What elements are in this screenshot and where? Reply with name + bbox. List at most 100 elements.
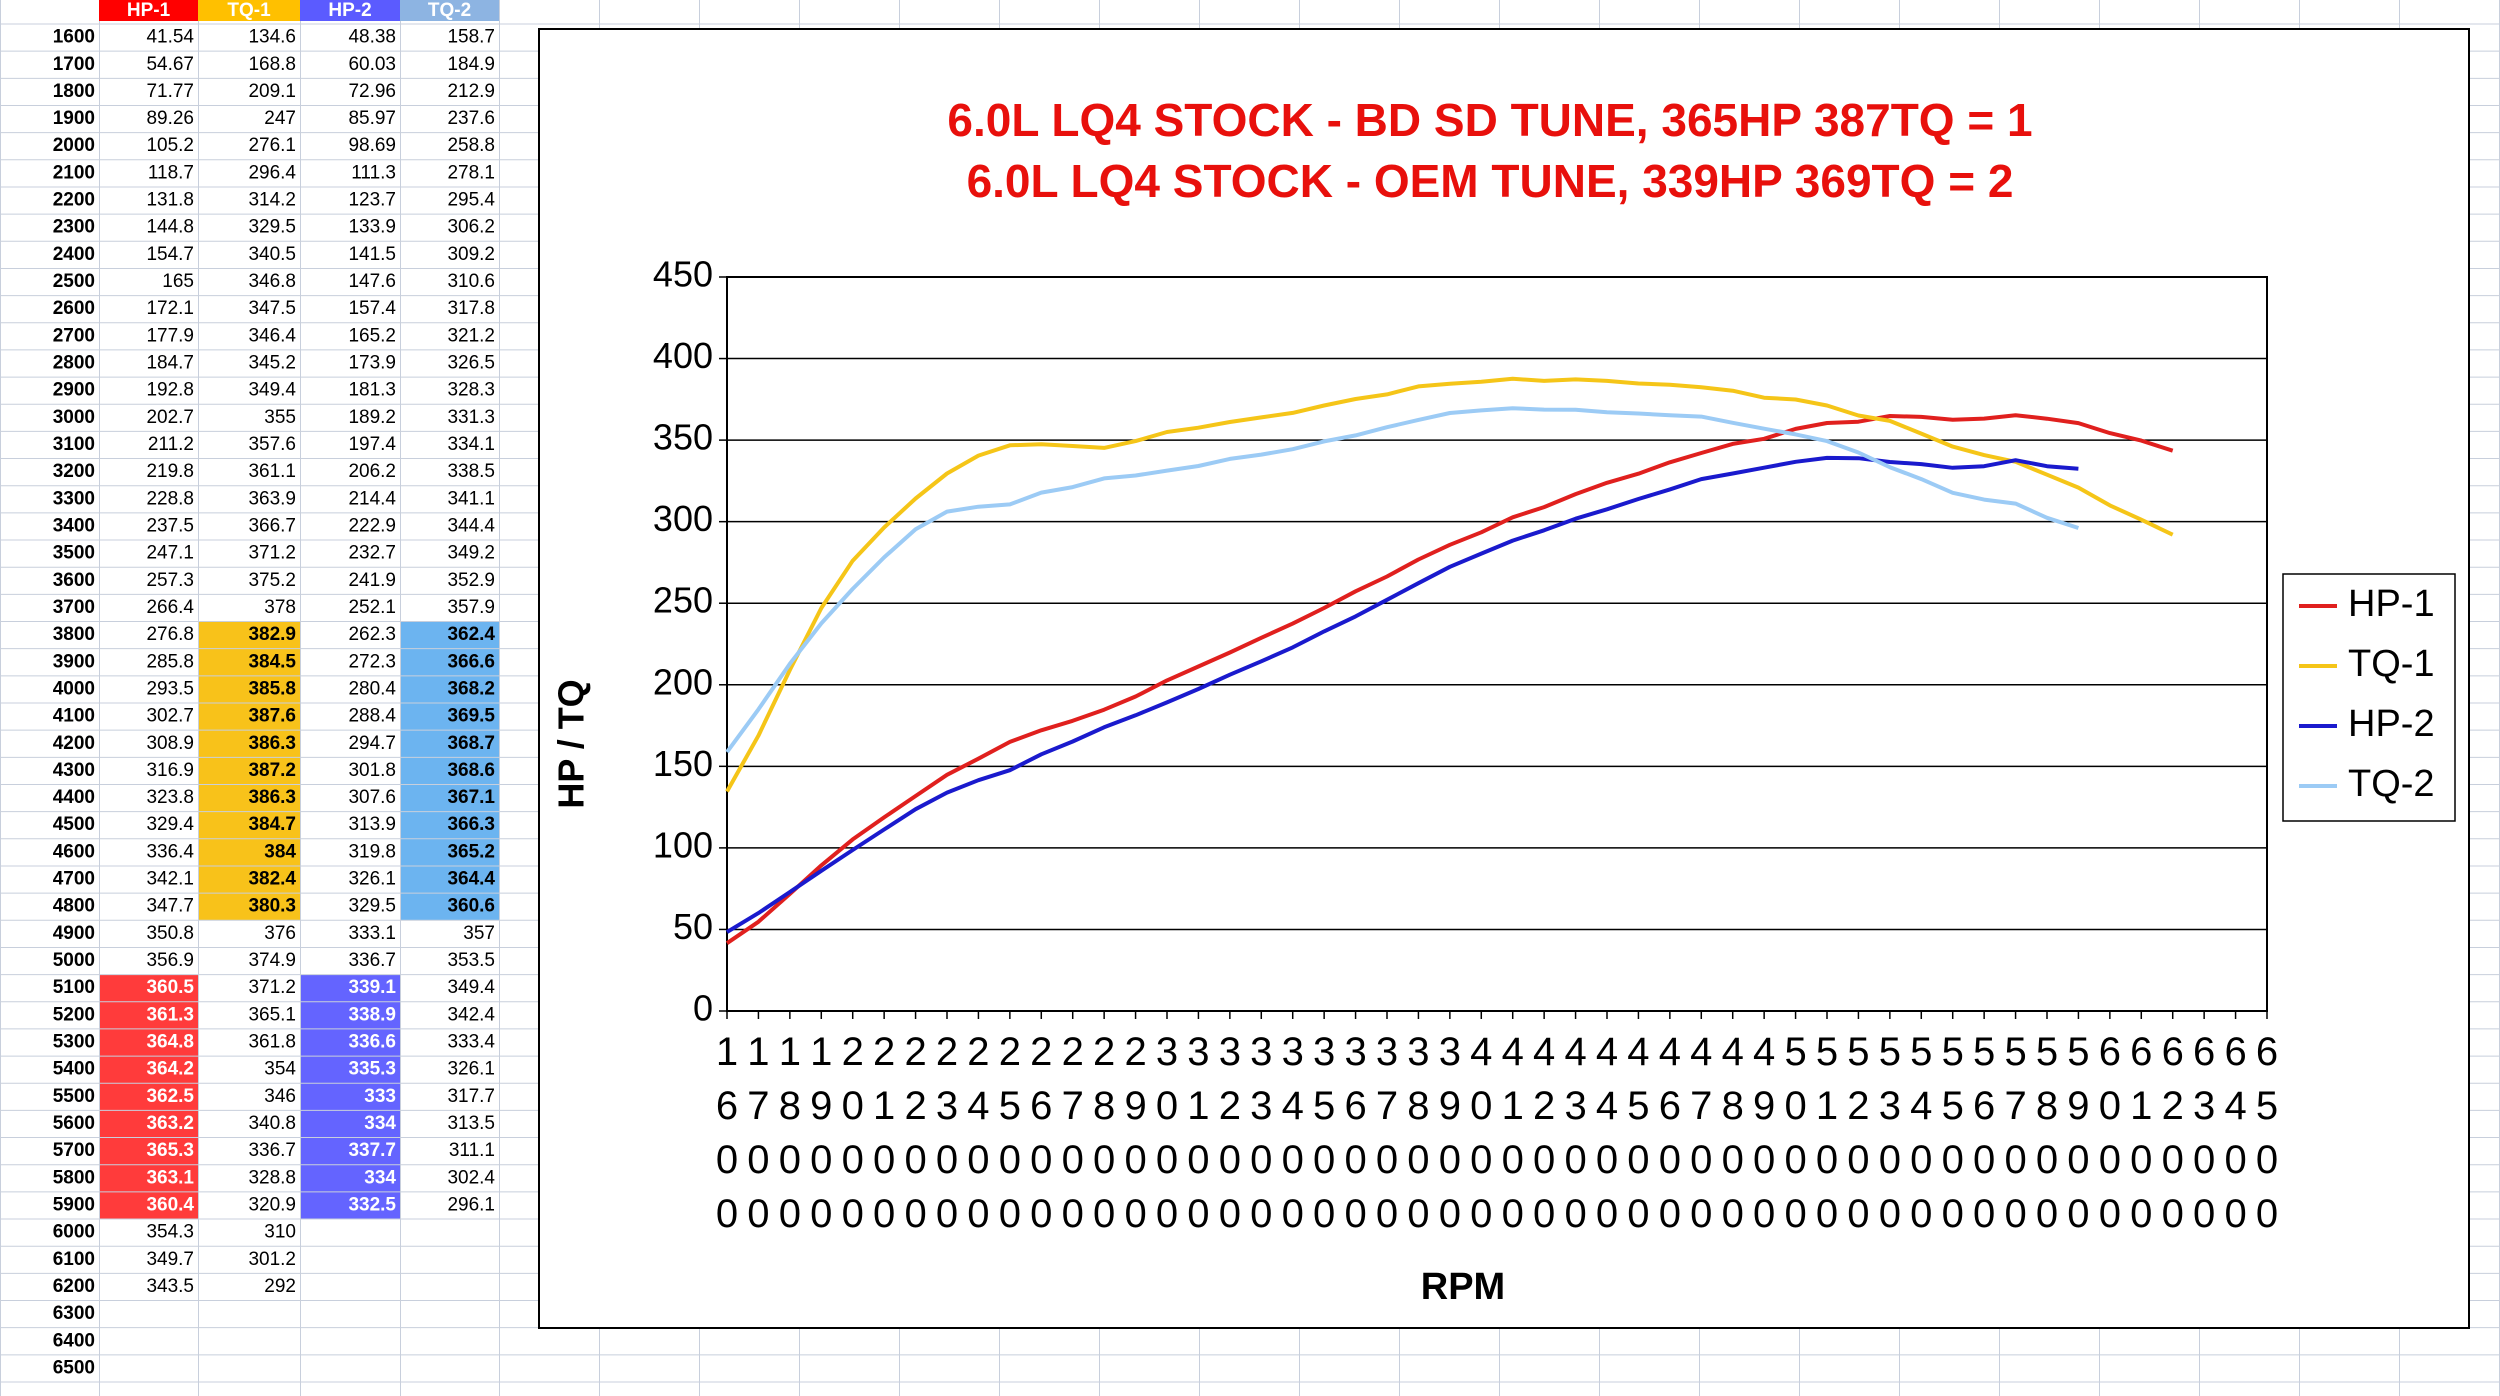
x-tick-label: 3200 — [1208, 1030, 1252, 1246]
cell: 147.6 — [348, 271, 396, 292]
cell: 278.1 — [447, 162, 495, 183]
x-tick-label: 4600 — [1648, 1030, 1692, 1246]
cell: 293.5 — [146, 678, 194, 699]
cell: 364.2 — [146, 1059, 194, 1080]
cell: 323.8 — [146, 787, 194, 808]
cell: 211.2 — [148, 434, 194, 455]
cell: 309.2 — [447, 244, 495, 265]
cell: 296.1 — [447, 1194, 495, 1215]
series-line — [725, 455, 2079, 934]
y-axis-label: HP / TQ — [551, 679, 592, 808]
x-tick-label: 2500 — [988, 1030, 1032, 1246]
y-tick-label: 200 — [653, 661, 713, 702]
cell: 306.2 — [447, 217, 495, 238]
cell: 173.9 — [348, 353, 396, 374]
cell: 340.8 — [248, 1113, 296, 1134]
cell: 105.2 — [146, 135, 194, 156]
y-tick-label: 150 — [653, 743, 713, 784]
row-number: 3100 — [53, 434, 95, 455]
chart-title: 6.0L LQ4 STOCK - BD SD TUNE, 365HP 387TQ… — [947, 94, 2032, 146]
cell: 368.6 — [447, 760, 495, 781]
x-tick-label: 6200 — [2151, 1030, 2195, 1246]
cell: 329.5 — [248, 217, 296, 238]
cell: 85.97 — [348, 108, 396, 129]
cell: 352.9 — [447, 570, 495, 591]
x-tick-label: 5800 — [2025, 1030, 2069, 1246]
cell: 212.9 — [447, 81, 495, 102]
y-tick-label: 50 — [673, 906, 713, 947]
cell-highlight — [198, 621, 300, 921]
legend-label: TQ-2 — [2348, 763, 2435, 805]
cell: 222.9 — [348, 515, 396, 536]
cell: 386.3 — [248, 787, 296, 808]
cell: 346 — [264, 1086, 296, 1107]
row-number: 4200 — [53, 733, 95, 754]
chart: 6.0L LQ4 STOCK - BD SD TUNE, 365HP 387TQ… — [551, 94, 2456, 1308]
cell: 360.5 — [146, 977, 194, 998]
cell: 329.4 — [146, 814, 194, 835]
cell: 333.4 — [447, 1032, 495, 1053]
cell: 349.7 — [146, 1249, 194, 1270]
cell: 72.96 — [348, 81, 396, 102]
row-number: 4300 — [53, 760, 95, 781]
cell: 317.7 — [447, 1086, 495, 1107]
cell: 367.1 — [447, 787, 495, 808]
row-number: 2200 — [53, 190, 95, 211]
row-number: 3600 — [53, 570, 95, 591]
x-tick-label: 3600 — [1334, 1030, 1378, 1246]
legend-label: TQ-1 — [2348, 643, 2435, 685]
x-tick-label: 2700 — [1051, 1030, 1095, 1246]
column-header: HP-1 — [127, 0, 171, 21]
cell: 308.9 — [146, 733, 194, 754]
cell: 363.2 — [146, 1113, 194, 1134]
cell: 349.4 — [447, 977, 495, 998]
cell: 184.7 — [146, 353, 194, 374]
cell: 362.5 — [146, 1086, 194, 1107]
row-number: 5900 — [53, 1194, 95, 1215]
row-number: 3300 — [53, 488, 95, 509]
x-tick-label: 3100 — [1176, 1030, 1220, 1246]
row-number: 2900 — [53, 380, 95, 401]
cell: 336.7 — [348, 950, 396, 971]
row-number: 6100 — [53, 1249, 95, 1270]
cell: 354.3 — [146, 1222, 194, 1243]
column-header: TQ-1 — [227, 0, 271, 21]
cell: 349.4 — [248, 380, 296, 401]
x-tick-label: 6000 — [2088, 1030, 2132, 1246]
cell: 118.7 — [148, 162, 194, 183]
row-number: 1700 — [53, 54, 95, 75]
cell: 382.9 — [248, 624, 296, 645]
legend-label: HP-1 — [2348, 583, 2435, 625]
cell: 384 — [264, 841, 296, 862]
x-tick-label: 2400 — [956, 1030, 1000, 1246]
cell: 357.9 — [447, 597, 495, 618]
cell: 357 — [463, 923, 495, 944]
x-tick-label: 6100 — [2119, 1030, 2163, 1246]
cell: 378 — [264, 597, 296, 618]
cell: 329.5 — [348, 896, 396, 917]
row-number: 5600 — [53, 1113, 95, 1134]
x-tick-label: 6300 — [2182, 1030, 2226, 1246]
cell: 376 — [264, 923, 296, 944]
row-number: 3000 — [53, 407, 95, 428]
x-tick-label: 5000 — [1774, 1030, 1818, 1246]
row-number: 3400 — [53, 515, 95, 536]
cell: 285.8 — [146, 651, 194, 672]
row-number: 6200 — [53, 1276, 95, 1297]
cell: 310.6 — [447, 271, 495, 292]
cell: 334.1 — [447, 434, 495, 455]
x-tick-label: 4000 — [1459, 1030, 1503, 1246]
cell: 165.2 — [348, 325, 396, 346]
cell: 364.8 — [146, 1032, 194, 1053]
cell: 177.9 — [146, 325, 194, 346]
legend-label: HP-2 — [2348, 703, 2435, 745]
x-tick-label: 5700 — [1994, 1030, 2038, 1246]
cell: 314.2 — [248, 190, 296, 211]
cell: 334 — [364, 1167, 396, 1188]
cell: 336.6 — [348, 1032, 396, 1053]
row-number: 5200 — [53, 1004, 95, 1025]
cell: 189.2 — [348, 407, 396, 428]
cell: 54.67 — [146, 54, 194, 75]
cell: 311.1 — [449, 1140, 495, 1161]
cell: 301.8 — [348, 760, 396, 781]
